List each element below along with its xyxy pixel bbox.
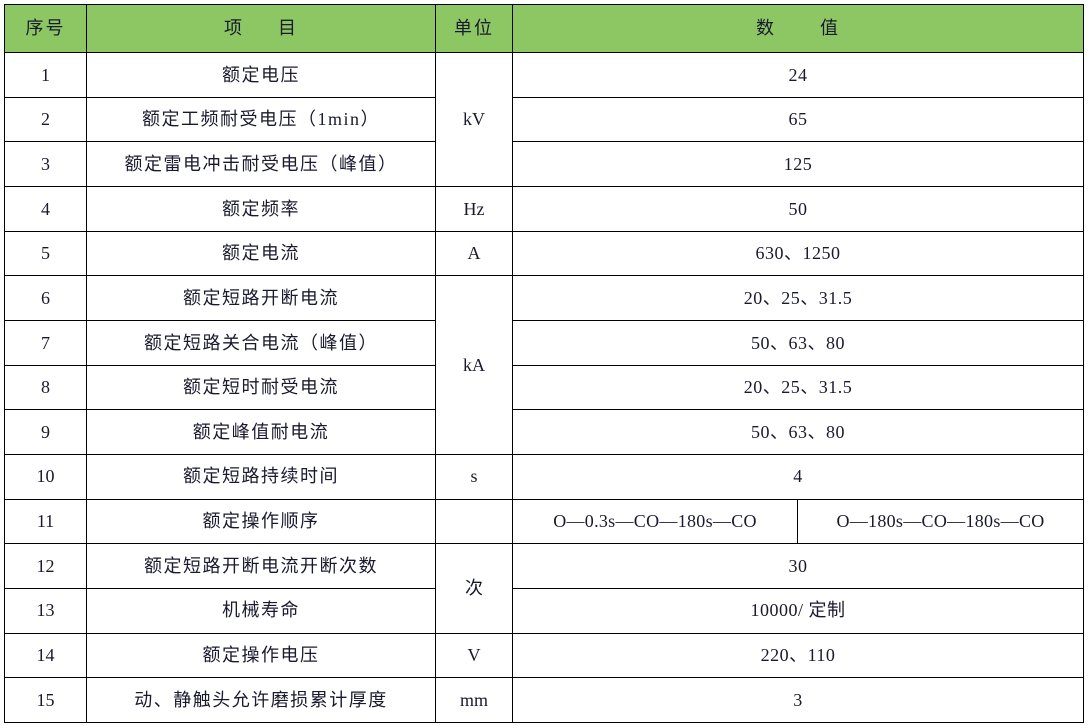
row-index: 14 bbox=[4, 632, 87, 679]
table-row: 1 额定电压 kV 24 bbox=[4, 52, 1084, 187]
row-unit: mm bbox=[435, 677, 513, 723]
row-index: 10 bbox=[4, 453, 87, 500]
row-value: 125 bbox=[512, 141, 1084, 187]
row-unit: Hz bbox=[435, 185, 513, 232]
table-row: 3 额定雷电冲击耐受电压（峰值） 125 bbox=[4, 141, 1084, 187]
row-value: 10000/ 定制 bbox=[512, 587, 1084, 634]
row-unit: kA bbox=[435, 275, 513, 455]
row-item-name: 额定短路开断电流开断次数 bbox=[86, 543, 436, 589]
specification-table: 序号 项目 单位 数值 1 额定电压 kV 24 2 额定工频耐受电压（1min… bbox=[4, 4, 1084, 723]
row-item-name: 动、静触头允许磨损累计厚度 bbox=[86, 677, 436, 723]
row-index: 5 bbox=[4, 230, 87, 277]
column-header-index: 序号 bbox=[4, 4, 87, 53]
row-value: 3 bbox=[512, 677, 1084, 723]
table-row: 5 额定电流 A 630、1250 bbox=[4, 230, 1084, 277]
table-header: 序号 项目 单位 数值 bbox=[4, 4, 1084, 53]
table-row: 7 额定短路关合电流（峰值） 50、63、80 bbox=[4, 319, 1084, 366]
table-row: 11 额定操作顺序 O—0.3s—CO—180s—CO O—180s—CO—18… bbox=[4, 498, 1084, 545]
row-index: 3 bbox=[4, 141, 87, 187]
column-header-item-char2: 目 bbox=[278, 18, 298, 39]
table-body: 1 额定电压 kV 24 2 额定工频耐受电压（1min） 65 3 额定雷电冲… bbox=[4, 52, 1084, 723]
row-value: 20、25、31.5 bbox=[512, 364, 1084, 411]
row-item-name: 额定短时耐受电流 bbox=[86, 364, 436, 411]
column-header-value: 数值 bbox=[512, 4, 1084, 53]
row-item-name: 额定短路关合电流（峰值） bbox=[86, 319, 436, 366]
row-index: 11 bbox=[4, 498, 87, 545]
table-row: 10 额定短路持续时间 s 4 bbox=[4, 453, 1084, 500]
row-index: 13 bbox=[4, 587, 87, 634]
row-item-name: 额定操作电压 bbox=[86, 632, 436, 679]
row-unit: kV bbox=[435, 52, 513, 187]
row-value: 4 bbox=[512, 453, 1084, 500]
table-row: 12 额定短路开断电流开断次数 次 30 bbox=[4, 543, 1084, 634]
row-unit: V bbox=[435, 632, 513, 679]
row-index: 1 bbox=[4, 52, 87, 98]
row-item-name: 额定操作顺序 bbox=[86, 498, 436, 545]
row-index: 9 bbox=[4, 409, 87, 455]
row-value: 220、110 bbox=[512, 632, 1084, 679]
row-unit: A bbox=[435, 230, 513, 277]
row-item-name: 额定频率 bbox=[86, 185, 436, 232]
row-item-name: 额定工频耐受电压（1min） bbox=[86, 96, 436, 143]
table-row: 2 额定工频耐受电压（1min） 65 bbox=[4, 96, 1084, 143]
row-value: 20、25、31.5 bbox=[512, 275, 1084, 321]
row-value: 30 bbox=[512, 543, 1084, 589]
header-row: 序号 项目 单位 数值 bbox=[4, 4, 1084, 53]
column-header-value-char2: 值 bbox=[820, 18, 840, 39]
row-value: 24 bbox=[512, 52, 1084, 98]
row-item-name: 额定电压 bbox=[86, 52, 436, 98]
column-header-value-char1: 数 bbox=[756, 18, 776, 39]
column-header-item-char1: 项 bbox=[224, 18, 244, 39]
row-value: 50 bbox=[512, 185, 1084, 232]
table-row: 8 额定短时耐受电流 20、25、31.5 bbox=[4, 364, 1084, 411]
table-row: 9 额定峰值耐电流 50、63、80 bbox=[4, 409, 1084, 455]
row-index: 12 bbox=[4, 543, 87, 589]
table-row: 4 额定频率 Hz 50 bbox=[4, 185, 1084, 232]
row-item-name: 机械寿命 bbox=[86, 587, 436, 634]
table-row: 13 机械寿命 10000/ 定制 bbox=[4, 587, 1084, 634]
row-index: 4 bbox=[4, 185, 87, 232]
row-index: 7 bbox=[4, 319, 87, 366]
row-item-name: 额定电流 bbox=[86, 230, 436, 277]
row-unit: s bbox=[435, 453, 513, 500]
row-value-primary: O—0.3s—CO—180s—CO bbox=[512, 498, 798, 545]
row-value: 65 bbox=[512, 96, 1084, 143]
column-header-unit: 单位 bbox=[435, 4, 513, 53]
row-value: 630、1250 bbox=[512, 230, 1084, 277]
row-value-secondary: O—180s—CO—180s—CO bbox=[797, 498, 1084, 545]
row-value: 50、63、80 bbox=[512, 409, 1084, 455]
row-index: 8 bbox=[4, 364, 87, 411]
row-item-name: 额定短路持续时间 bbox=[86, 453, 436, 500]
table-row: 14 额定操作电压 V 220、110 bbox=[4, 632, 1084, 679]
row-value: 50、63、80 bbox=[512, 319, 1084, 366]
row-index: 6 bbox=[4, 275, 87, 321]
row-unit: 次 bbox=[435, 543, 513, 634]
row-index: 2 bbox=[4, 96, 87, 143]
row-index: 15 bbox=[4, 677, 87, 723]
table-row: 6 额定短路开断电流 kA 20、25、31.5 bbox=[4, 275, 1084, 455]
row-item-name: 额定雷电冲击耐受电压（峰值） bbox=[86, 141, 436, 187]
row-item-name: 额定峰值耐电流 bbox=[86, 409, 436, 455]
column-header-item: 项目 bbox=[86, 4, 436, 53]
row-item-name: 额定短路开断电流 bbox=[86, 275, 436, 321]
table-row: 15 动、静触头允许磨损累计厚度 mm 3 bbox=[4, 677, 1084, 723]
row-unit bbox=[435, 498, 513, 545]
